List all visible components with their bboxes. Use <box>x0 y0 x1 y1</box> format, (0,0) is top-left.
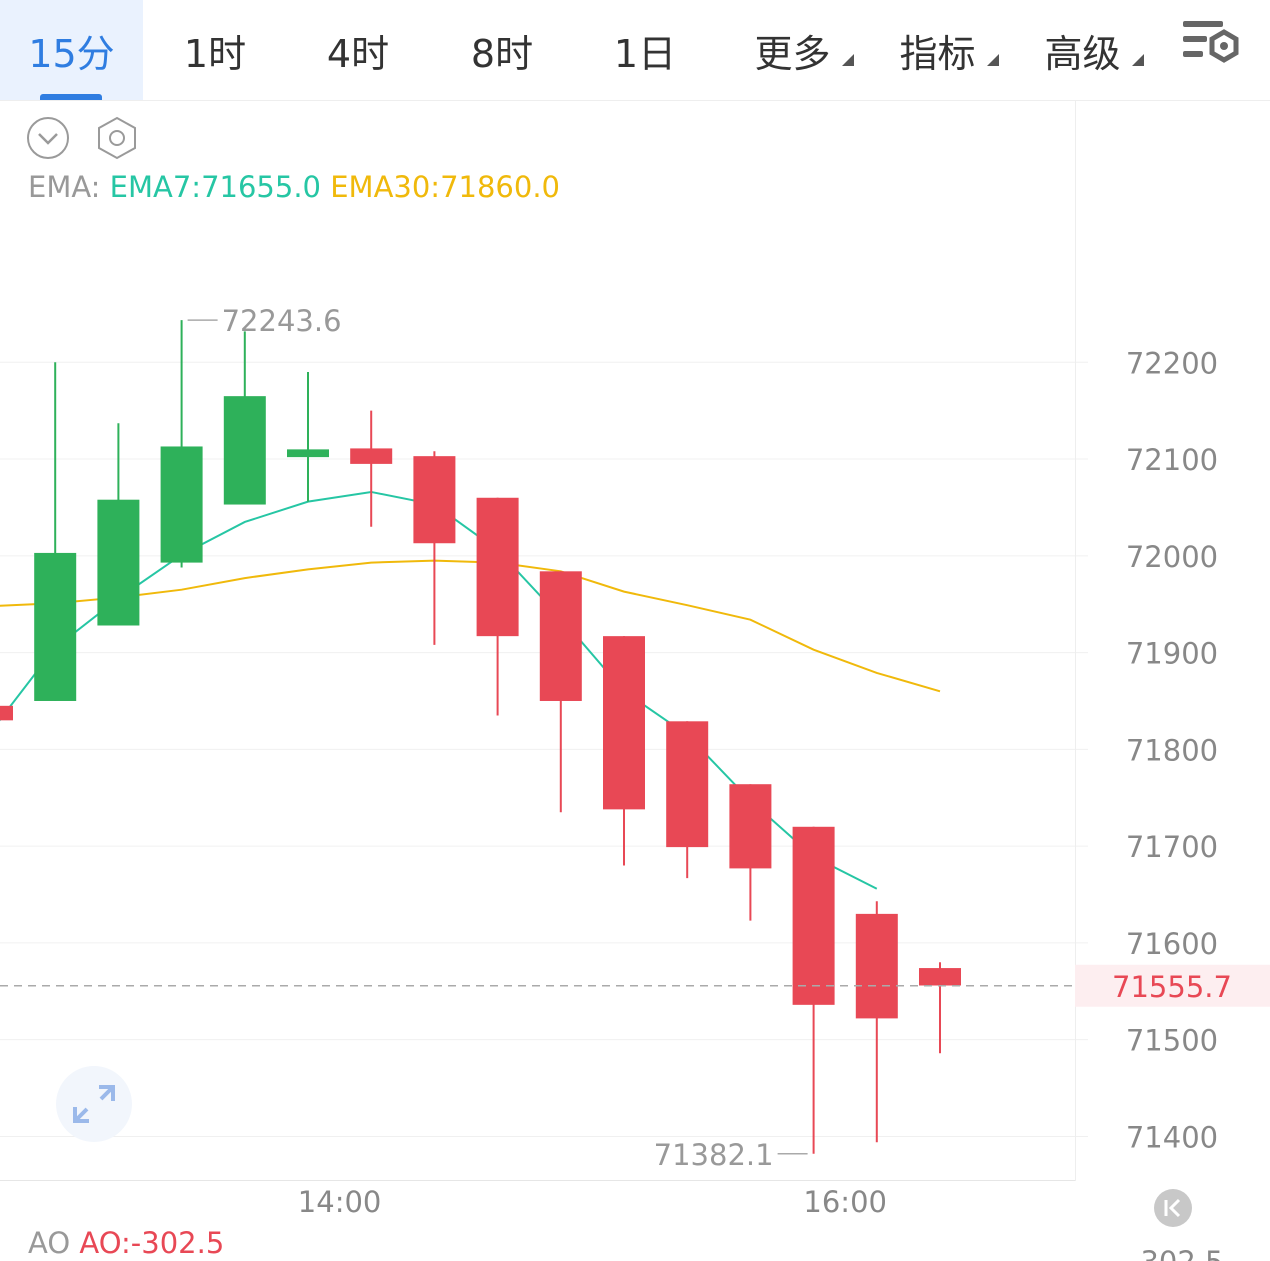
tab-indicators-label: 指标 <box>899 31 976 76</box>
tab-15m-label: 15分 <box>28 31 115 76</box>
candle-body <box>792 826 835 1005</box>
price-axis-divider <box>1075 101 1076 1181</box>
candle <box>287 371 329 502</box>
ema30-series <box>0 559 941 693</box>
tab-4h-label: 4时 <box>326 31 390 76</box>
price-tick-label: 72000 <box>1126 540 1218 574</box>
candle <box>729 784 772 921</box>
ao-legend: AO AO:-302.5 <box>28 1226 224 1260</box>
price-axis-labels: 72200 72100 72000 71900 71800 71700 71600 71500… <box>1126 346 1218 1154</box>
tab-more-text: 更多 <box>754 31 831 76</box>
candle <box>97 423 140 626</box>
dropdown-caret-icon <box>842 54 854 66</box>
high-marker-label: 72243.6 <box>222 304 342 338</box>
candle-body <box>160 446 203 563</box>
candle-body <box>603 636 645 810</box>
ao-axis-value: -302.5 <box>1130 1240 1224 1261</box>
dropdown-caret-icon <box>1132 54 1144 66</box>
candle-body <box>34 552 77 701</box>
candle-body <box>666 721 709 848</box>
candle <box>223 331 266 505</box>
price-tick-label: 71400 <box>1126 1120 1218 1154</box>
tab-1h-label: 1时 <box>183 31 247 76</box>
candle <box>413 451 456 645</box>
scroll-to-latest-icon[interactable] <box>1153 1188 1193 1228</box>
candle <box>476 497 519 716</box>
extreme-markers: 72243.6 71382.1 <box>187 304 808 1172</box>
ema7-value: EMA7:71655.0 <box>109 170 321 204</box>
ao-value: AO:-302.5 <box>79 1226 225 1260</box>
chevron-down-circle-icon[interactable] <box>25 115 71 161</box>
candle-body <box>350 448 393 464</box>
candle-body <box>476 497 519 637</box>
candle-body <box>855 913 898 1019</box>
price-tick-label: 72200 <box>1126 346 1218 380</box>
time-axis-divider <box>0 1180 1075 1181</box>
current-price-line: 71555.7 <box>0 964 1270 1007</box>
candle <box>0 705 13 721</box>
ema-legend: EMA: EMA7:71655.0 EMA30:71860.0 <box>28 170 560 204</box>
candle-body <box>539 571 582 701</box>
candle <box>666 721 709 879</box>
candle-body <box>223 396 266 505</box>
chart-settings-icon[interactable] <box>1180 18 1242 70</box>
candle-body <box>729 784 772 869</box>
tab-15m[interactable]: 15分 <box>0 0 143 100</box>
candle <box>792 826 835 1154</box>
candle <box>919 962 961 1054</box>
time-tick-label: 14:00 <box>298 1185 382 1219</box>
candle-body <box>413 456 456 544</box>
tab-more-label: 更多 <box>754 23 830 78</box>
expand-icon[interactable] <box>55 1065 133 1143</box>
tab-8h[interactable]: 8时 <box>437 0 567 100</box>
current-price-badge <box>1075 964 1270 1007</box>
tab-indicators[interactable]: 指标 <box>890 0 999 100</box>
active-tab-indicator <box>40 94 102 100</box>
tab-more[interactable]: 更多 <box>745 0 854 100</box>
tab-advanced[interactable]: 高级 <box>1035 0 1144 100</box>
candle-body <box>97 499 140 626</box>
price-tick-label: 71700 <box>1126 830 1218 864</box>
tab-1d-label: 1日 <box>613 31 677 76</box>
hexagon-settings-icon[interactable] <box>94 115 140 161</box>
candles <box>0 320 961 1154</box>
dropdown-caret-icon <box>987 54 999 66</box>
candle <box>350 410 393 527</box>
current-price-label: 71555.7 <box>1112 970 1232 1004</box>
time-axis-labels: 14:00 16:00 <box>298 1185 887 1219</box>
price-tick-label: 72100 <box>1126 443 1218 477</box>
price-tick-label: 71500 <box>1126 1024 1218 1058</box>
price-tick-label: 71800 <box>1126 733 1218 767</box>
low-marker-label: 71382.1 <box>654 1138 774 1172</box>
time-tick-label: 16:00 <box>803 1185 887 1219</box>
tab-advanced-label: 高级 <box>1044 31 1121 76</box>
tab-1d[interactable]: 1日 <box>580 0 710 100</box>
candle-body <box>0 705 13 721</box>
price-tick-label: 71600 <box>1126 927 1218 961</box>
candle <box>34 362 77 701</box>
tab-4h[interactable]: 4时 <box>293 0 423 100</box>
candle <box>855 901 898 1143</box>
candle <box>539 571 582 813</box>
candle-body <box>287 449 329 458</box>
ema30-value: EMA30:71860.0 <box>330 170 560 204</box>
ao-prefix: AO <box>28 1226 71 1260</box>
timeframe-toolbar: 15分 1时 4时 8时 1日 更多 指标 高级 <box>0 0 1270 101</box>
tab-8h-label: 8时 <box>470 31 534 76</box>
price-tick-label: 71900 <box>1126 637 1218 671</box>
candle <box>160 320 203 568</box>
ema30-line <box>0 559 941 693</box>
ema-prefix: EMA: <box>28 170 101 204</box>
candle <box>603 636 645 866</box>
tab-1h[interactable]: 1时 <box>150 0 280 100</box>
candle-body <box>919 968 961 986</box>
